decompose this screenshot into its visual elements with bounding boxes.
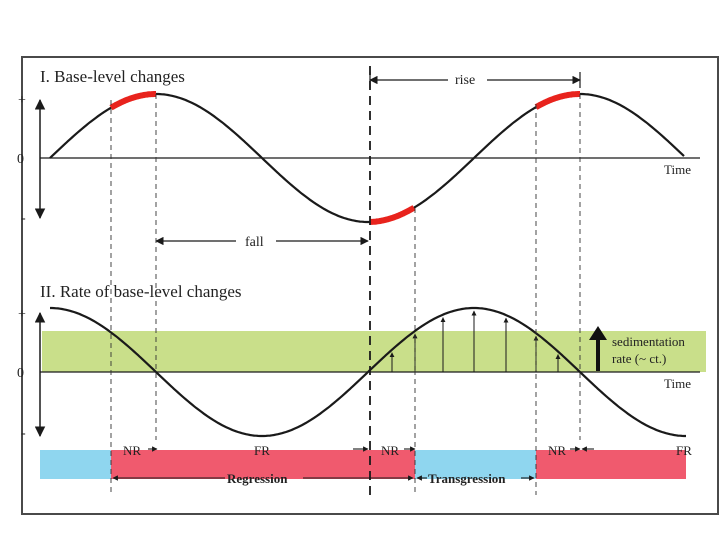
panel2-x-label: Time bbox=[664, 376, 691, 391]
strip-red-regression bbox=[111, 450, 370, 479]
sedimentation-label-line1: sedimentation bbox=[612, 334, 685, 349]
transgression-label: Transgression bbox=[428, 471, 506, 486]
panel2-y-zero: 0 bbox=[17, 366, 24, 381]
rate-curve bbox=[50, 306, 686, 438]
highlight-segment-highstand-2 bbox=[534, 91, 580, 110]
strip-blue-transgression bbox=[415, 450, 536, 479]
panel2-y-plus: + bbox=[18, 307, 26, 322]
strip-red-right bbox=[536, 450, 686, 479]
strip-label-nr-3: NR bbox=[548, 443, 566, 458]
panel2-title: II. Rate of base-level changes bbox=[40, 282, 242, 301]
strip-blue-left bbox=[40, 450, 111, 479]
panel1-title: I. Base-level changes bbox=[40, 67, 185, 86]
highlight-segment-lowstand bbox=[369, 205, 416, 225]
regression-label: Regression bbox=[227, 471, 288, 486]
sedimentation-arrow-head bbox=[589, 326, 607, 340]
rise-label: rise bbox=[455, 73, 475, 88]
strip-label-fr-1: FR bbox=[254, 443, 270, 458]
strip-label-nr-2: NR bbox=[381, 443, 399, 458]
sedimentation-label-line2: rate (~ ct.) bbox=[612, 351, 666, 366]
strip-red-nr bbox=[370, 450, 415, 479]
strip-label-nr-1: NR bbox=[123, 443, 141, 458]
strip-label-fr-2: FR bbox=[676, 443, 692, 458]
fall-label: fall bbox=[245, 235, 264, 250]
figure-frame bbox=[21, 56, 719, 515]
highlight-segment-highstand-1 bbox=[109, 91, 156, 111]
panel2-y-minus: - bbox=[21, 426, 26, 441]
panel1-y-minus: - bbox=[21, 211, 26, 226]
panel1-x-label: Time bbox=[664, 162, 691, 177]
panel1-y-zero: 0 bbox=[17, 152, 24, 167]
panel1-y-plus: + bbox=[18, 93, 26, 108]
